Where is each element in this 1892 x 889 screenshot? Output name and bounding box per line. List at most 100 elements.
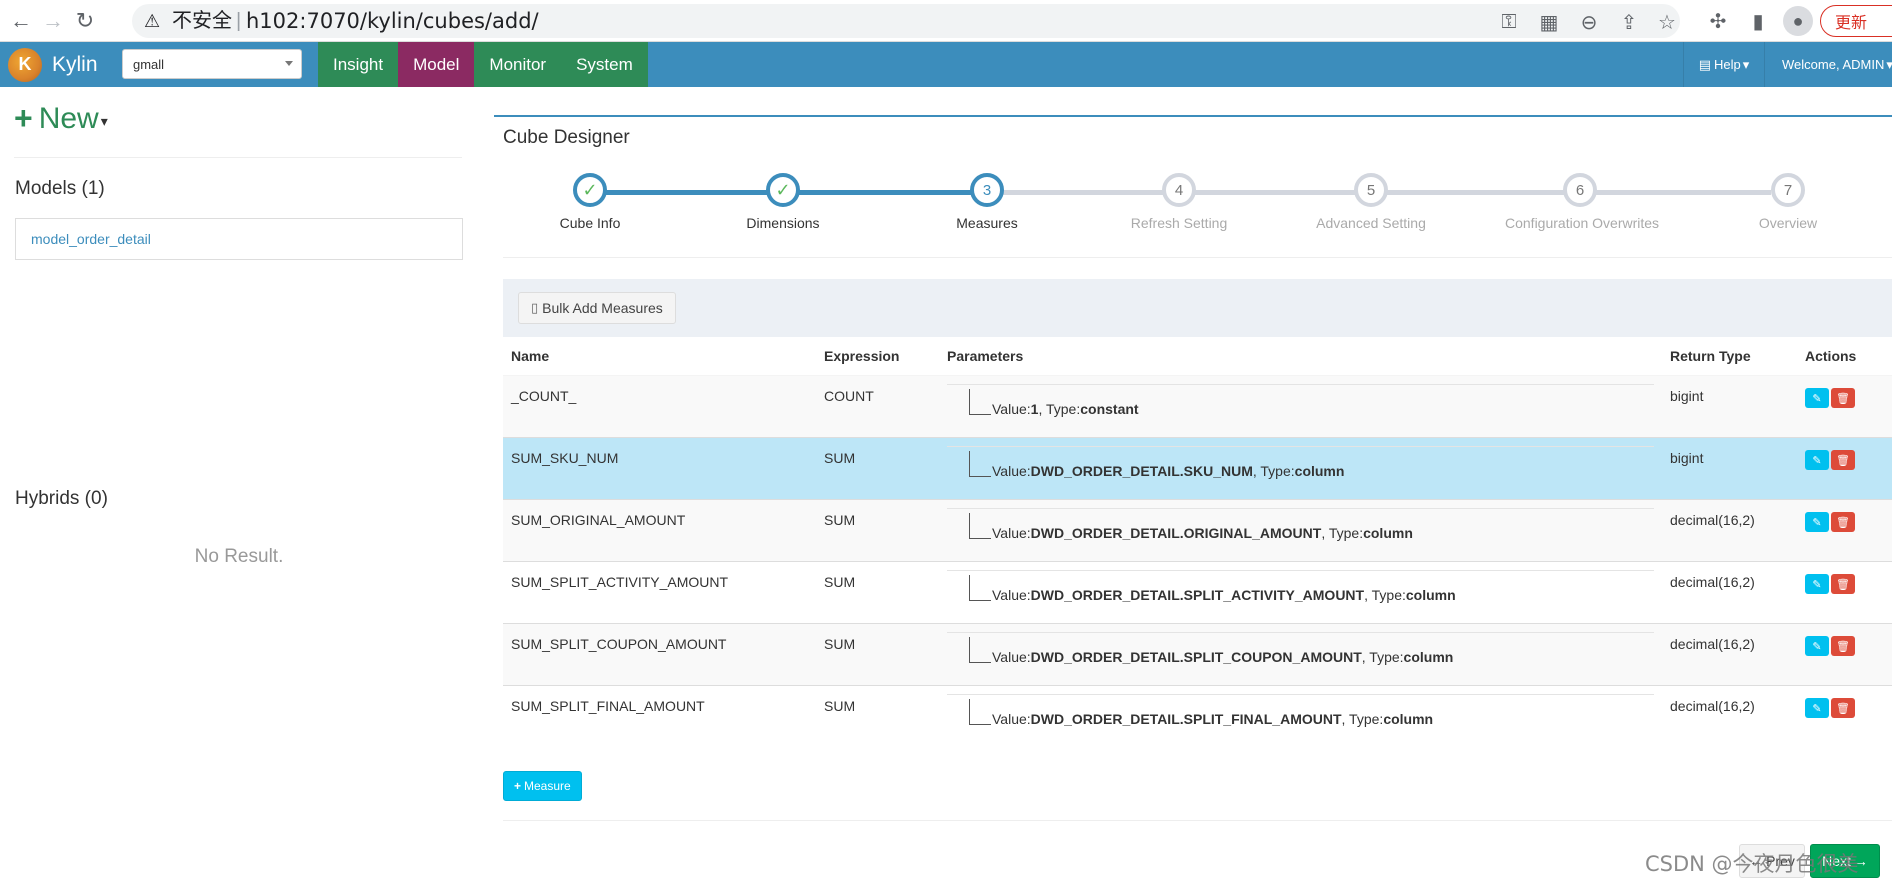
table-row[interactable]: SUM_ORIGINAL_AMOUNT SUM Value:DWD_ORDER_… [503, 499, 1892, 562]
table-row[interactable]: SUM_SPLIT_FINAL_AMOUNT SUM Value:DWD_ORD… [503, 685, 1892, 748]
parameter-text: Value:DWD_ORDER_DETAIL.SPLIT_FINAL_AMOUN… [992, 711, 1433, 727]
browser-toolbar: ← → ↻ ⚠ 不安全 | h102:7070/kylin/cubes/add/… [0, 0, 1892, 42]
table-row[interactable]: _COUNT_ COUNT Value:1, Type:constant big… [503, 375, 1892, 438]
measure-actions: ✎ 🗑 [1797, 499, 1892, 562]
address-bar[interactable]: ⚠ 不安全 | h102:7070/kylin/cubes/add/ ⚿ ▦ ⊖… [132, 4, 1680, 38]
measure-actions: ✎ 🗑 [1797, 623, 1892, 686]
parameter-type: column [1294, 463, 1345, 479]
warning-icon[interactable]: ⚠ [144, 11, 161, 31]
add-measure-button[interactable]: + Measure [503, 771, 582, 801]
trash-icon[interactable]: 🗑 [1831, 574, 1855, 594]
nav-model[interactable]: Model [398, 42, 475, 87]
measure-name: _COUNT_ [503, 375, 816, 438]
parameter-tree: Value:1, Type:constant [947, 384, 1654, 425]
edit-icon[interactable]: ✎ [1805, 574, 1829, 594]
parameter-text: Value:DWD_ORDER_DETAIL.ORIGINAL_AMOUNT, … [992, 525, 1413, 541]
wizard-step-dimensions[interactable]: ✓ Dimensions [708, 173, 858, 231]
trash-icon[interactable]: 🗑 [1831, 698, 1855, 718]
nav-insight[interactable]: Insight [318, 42, 399, 87]
type-prefix: , Type: [1341, 711, 1384, 727]
user-menu[interactable]: Welcome, ADMIN ▾ [1770, 42, 1892, 87]
parameter-value: DWD_ORDER_DETAIL.SKU_NUM [1030, 463, 1253, 479]
trash-icon[interactable]: 🗑 [1831, 450, 1855, 470]
caret-down-icon: ▾ [100, 113, 108, 129]
edit-icon[interactable]: ✎ [1805, 636, 1829, 656]
parameter-value: DWD_ORDER_DETAIL.SPLIT_ACTIVITY_AMOUNT [1030, 587, 1365, 603]
nav-system[interactable]: System [561, 42, 648, 87]
prev-button[interactable]: ← Prev [1739, 844, 1805, 878]
step-label: Refresh Setting [1130, 215, 1228, 231]
type-prefix: , Type: [1321, 525, 1364, 541]
wizard-step-measures[interactable]: 3 Measures [912, 173, 1062, 231]
tree-connector [969, 513, 991, 539]
side-panel-icon[interactable]: ▮ [1752, 10, 1764, 33]
next-button[interactable]: Next → [1810, 844, 1880, 878]
project-select[interactable]: gmall [122, 49, 302, 79]
trash-icon[interactable]: 🗑 [1831, 388, 1855, 408]
wizard-step-cube-info[interactable]: ✓ Cube Info [515, 173, 665, 231]
kylin-logo[interactable]: K Kylin [0, 42, 112, 87]
value-prefix: Value: [992, 649, 1031, 665]
table-row[interactable]: SUM_SPLIT_ACTIVITY_AMOUNT SUM Value:DWD_… [503, 561, 1892, 624]
measure-name: SUM_SKU_NUM [503, 437, 816, 500]
parameter-value: DWD_ORDER_DETAIL.ORIGINAL_AMOUNT [1030, 525, 1322, 541]
footer-divider [503, 820, 1892, 821]
measure-return-type: decimal(16,2) [1662, 623, 1797, 686]
measure-actions: ✎ 🗑 [1797, 561, 1892, 624]
sidebar-divider [14, 157, 462, 158]
step-label: Configuration Overwrites [1505, 215, 1660, 231]
update-label: 更新 [1835, 15, 1868, 32]
zoom-out-icon[interactable]: ⊖ [1580, 11, 1598, 34]
model-list: model_order_detail [15, 218, 463, 260]
insecure-label[interactable]: 不安全 [172, 10, 232, 32]
update-button[interactable]: 更新 [1820, 5, 1892, 37]
extensions-icon[interactable]: ✣ [1709, 10, 1727, 33]
measure-parameters: Value:DWD_ORDER_DETAIL.SPLIT_FINAL_AMOUN… [939, 685, 1662, 748]
arrow-right-icon: → [1853, 853, 1868, 869]
wizard-step-overview[interactable]: 7 Overview [1713, 173, 1863, 231]
trash-icon[interactable]: 🗑 [1831, 636, 1855, 656]
translate-icon[interactable]: ▦ [1539, 11, 1559, 34]
profile-avatar-icon[interactable]: ● [1783, 6, 1813, 36]
help-menu[interactable]: ▤ Help ▾ [1683, 42, 1765, 87]
chevron-down-icon [285, 61, 293, 66]
measures-toolbar: ▯ Bulk Add Measures [503, 279, 1892, 337]
measure-return-type: decimal(16,2) [1662, 499, 1797, 562]
model-link[interactable]: model_order_detail [31, 231, 151, 247]
edit-icon[interactable]: ✎ [1805, 698, 1829, 718]
wizard-steps: ✓ Cube Info ✓ Dimensions 3 Measures 4 Re… [494, 173, 1892, 253]
share-icon[interactable]: ⇪ [1620, 11, 1638, 34]
key-icon[interactable]: ⚿ [1501, 10, 1517, 33]
nav-monitor[interactable]: Monitor [474, 42, 562, 87]
bookmark-star-icon[interactable]: ☆ [1658, 11, 1676, 34]
measures-table: Name Expression Parameters Return Type A… [503, 337, 1892, 748]
wizard-divider [503, 257, 1892, 258]
wizard-step-configuration-overwrites[interactable]: 6 Configuration Overwrites [1505, 173, 1660, 231]
back-icon[interactable]: ← [10, 8, 32, 33]
reload-icon[interactable]: ↻ [75, 8, 95, 33]
tree-connector [969, 699, 991, 725]
wizard-step-refresh-setting[interactable]: 4 Refresh Setting [1104, 173, 1254, 231]
arrow-left-icon: ← [1749, 853, 1764, 869]
parameter-value: DWD_ORDER_DETAIL.SPLIT_COUPON_AMOUNT [1030, 649, 1362, 665]
bulk-add-measures-button[interactable]: ▯ Bulk Add Measures [518, 292, 676, 324]
new-button[interactable]: + New ▾ [14, 100, 108, 137]
trash-icon[interactable]: 🗑 [1831, 512, 1855, 532]
url-text[interactable]: h102:7070/kylin/cubes/add/ [246, 9, 539, 33]
help-label: Help [1714, 57, 1741, 72]
wizard-step-advanced-setting[interactable]: 5 Advanced Setting [1296, 173, 1446, 231]
table-row[interactable]: SUM_SPLIT_COUPON_AMOUNT SUM Value:DWD_OR… [503, 623, 1892, 686]
tree-connector [969, 389, 991, 415]
page-title: Cube Designer [503, 127, 630, 148]
parameter-tree: Value:DWD_ORDER_DETAIL.SKU_NUM, Type:col… [947, 446, 1654, 487]
table-row[interactable]: SUM_SKU_NUM SUM Value:DWD_ORDER_DETAIL.S… [503, 437, 1892, 500]
column-header-actions: Actions [1797, 337, 1892, 376]
edit-icon[interactable]: ✎ [1805, 450, 1829, 470]
book-icon: ▤ [1698, 56, 1711, 72]
measure-expression: SUM [816, 561, 939, 624]
edit-icon[interactable]: ✎ [1805, 388, 1829, 408]
forward-icon[interactable]: → [42, 8, 64, 33]
type-prefix: , Type: [1361, 649, 1404, 665]
edit-icon[interactable]: ✎ [1805, 512, 1829, 532]
measures-box: ▯ Bulk Add Measures Name Expression Para… [503, 279, 1892, 748]
